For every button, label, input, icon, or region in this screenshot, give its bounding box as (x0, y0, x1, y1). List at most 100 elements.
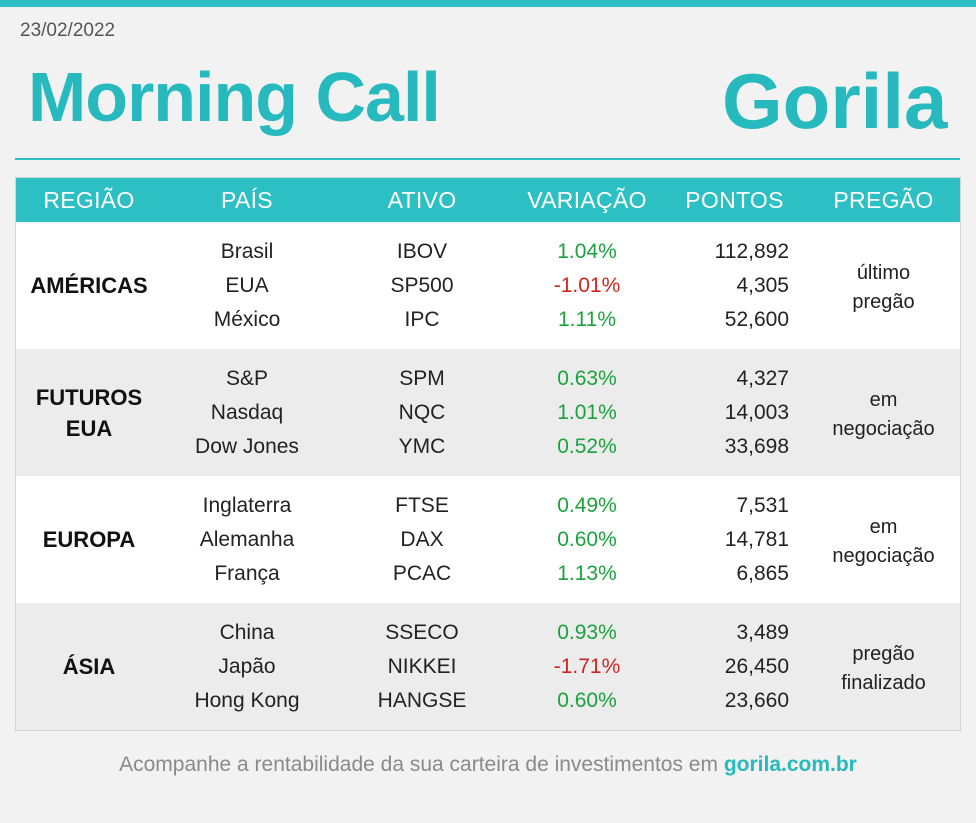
change-column: 0.63% 1.01% 0.52% (512, 362, 662, 464)
session-status-line: pregão (852, 642, 915, 665)
region-name-line: AMÉRICAS (30, 273, 148, 298)
points-cell: 4,327 (736, 366, 789, 390)
market-table: REGIÃO PAÍS ATIVO VARIAÇÃO PONTOS PREGÃO… (15, 177, 961, 731)
change-cell: 1.04% (557, 239, 617, 263)
asset-column: SSECO NIKKEI HANGSE (332, 616, 512, 718)
country-cell: Dow Jones (195, 434, 299, 458)
change-cell: 1.01% (557, 400, 617, 424)
country-column: S&P Nasdaq Dow Jones (162, 362, 332, 464)
country-cell: França (214, 561, 280, 585)
points-cell: 14,781 (724, 527, 789, 551)
points-cell: 7,531 (736, 493, 789, 517)
region-name: AMÉRICAS (16, 270, 162, 301)
change-column: 0.93% -1.71% 0.60% (512, 616, 662, 718)
gorila-logo: Gorila (722, 58, 948, 138)
country-cell: Nasdaq (210, 400, 284, 424)
header-region: REGIÃO (43, 186, 135, 213)
points-column: 4,327 14,003 33,698 (662, 362, 807, 464)
svg-text:Gorila: Gorila (722, 58, 948, 138)
change-cell: 1.13% (557, 561, 617, 585)
footer-text: Acompanhe a rentabilidade da sua carteir… (119, 753, 718, 776)
asset-cell: PCAC (392, 561, 452, 585)
asset-column: FTSE DAX PCAC (332, 489, 512, 591)
points-column: 3,489 26,450 23,660 (662, 616, 807, 718)
asset-cell: DAX (400, 527, 444, 551)
header-country: PAÍS (221, 186, 273, 213)
asset-cell: SP500 (390, 273, 454, 297)
change-cell: 0.60% (557, 527, 617, 551)
country-cell: Inglaterra (202, 493, 292, 517)
country-cell: EUA (225, 273, 269, 297)
session-status: em negociação (807, 382, 960, 444)
change-cell: 0.93% (557, 620, 617, 644)
region-name-line: EUA (65, 415, 113, 441)
region-name: EUROPA (16, 524, 162, 555)
session-status-line: negociação (832, 544, 935, 567)
change-cell: 1.11% (558, 307, 616, 331)
country-cell: Japão (218, 654, 276, 678)
session-status: último pregão (807, 255, 960, 317)
page-title: Morning Call (28, 58, 441, 136)
region-group: ÁSIA China Japão Hong Kong SSECO NIKKEI HANGSE… (16, 603, 960, 730)
points-cell: 14,003 (724, 400, 789, 424)
change-column: 1.04% -1.01% 1.11% (512, 235, 662, 337)
points-cell: 3,489 (736, 620, 789, 644)
session-status: em negociação (807, 509, 960, 571)
points-column: 112,892 4,305 52,600 (662, 235, 807, 337)
session-status-line: pregão (852, 290, 915, 313)
asset-column: IBOV SP500 IPC (332, 235, 512, 337)
footer: Acompanhe a rentabilidade da sua carteir… (0, 753, 976, 777)
region-name: ÁSIA (16, 651, 162, 682)
header-asset: ATIVO (387, 186, 457, 213)
country-cell: S&P (225, 366, 269, 390)
points-column: 7,531 14,781 6,865 (662, 489, 807, 591)
change-cell: 0.49% (557, 493, 617, 517)
session-status: pregão finalizado (807, 636, 960, 698)
date-label: 23/02/2022 (20, 20, 116, 41)
header-divider (15, 158, 960, 160)
asset-cell: NQC (398, 400, 446, 424)
asset-cell: IBOV (396, 239, 448, 263)
top-accent-bar (0, 0, 976, 7)
region-group: FUTUROS EUA S&P Nasdaq Dow Jones SPM NQC YMC 0.6… (16, 349, 960, 476)
asset-cell: SPM (399, 366, 445, 390)
region-name-line: ÁSIA (62, 654, 116, 679)
region-group: EUROPA Inglaterra Alemanha França FTSE DAX PCA… (16, 476, 960, 603)
asset-cell: NIKKEI (387, 654, 457, 678)
points-cell: 26,450 (724, 654, 789, 678)
table-header: REGIÃO PAÍS ATIVO VARIAÇÃO PONTOS PREGÃO (16, 178, 960, 222)
change-cell: 0.52% (557, 434, 617, 458)
country-column: China Japão Hong Kong (162, 616, 332, 718)
country-column: Brasil EUA México (162, 235, 332, 337)
points-cell: 6,865 (736, 561, 789, 585)
session-status-line: em (869, 515, 898, 538)
points-cell: 4,305 (736, 273, 789, 297)
change-cell: 0.60% (557, 688, 617, 712)
asset-cell: HANGSE (377, 688, 467, 712)
points-cell: 33,698 (724, 434, 789, 458)
session-status-line: último (856, 261, 911, 284)
asset-cell: SSECO (385, 620, 459, 644)
country-cell: Alemanha (199, 527, 295, 551)
points-cell: 112,892 (714, 239, 789, 263)
change-cell: -1.01% (553, 273, 621, 297)
points-cell: 52,600 (724, 307, 789, 331)
footer-link[interactable]: gorila.com.br (723, 753, 857, 776)
change-cell: -1.71% (553, 654, 621, 678)
asset-cell: IPC (404, 307, 440, 331)
asset-cell: YMC (398, 434, 446, 458)
session-status-line: em (869, 388, 898, 411)
asset-column: SPM NQC YMC (332, 362, 512, 464)
region-name-line: FUTUROS (35, 384, 143, 410)
country-cell: Brasil (220, 239, 274, 263)
header-points: PONTOS (685, 186, 784, 213)
change-column: 0.49% 0.60% 1.13% (512, 489, 662, 591)
country-column: Inglaterra Alemanha França (162, 489, 332, 591)
points-cell: 23,660 (724, 688, 789, 712)
country-cell: China (219, 620, 275, 644)
asset-cell: FTSE (395, 493, 449, 517)
region-group: AMÉRICAS Brasil EUA México IBOV SP500 IPC 1.04%… (16, 222, 960, 349)
header-session: PREGÃO (833, 186, 934, 213)
session-status-line: finalizado (841, 671, 926, 694)
region-name: FUTUROS EUA (16, 382, 162, 444)
